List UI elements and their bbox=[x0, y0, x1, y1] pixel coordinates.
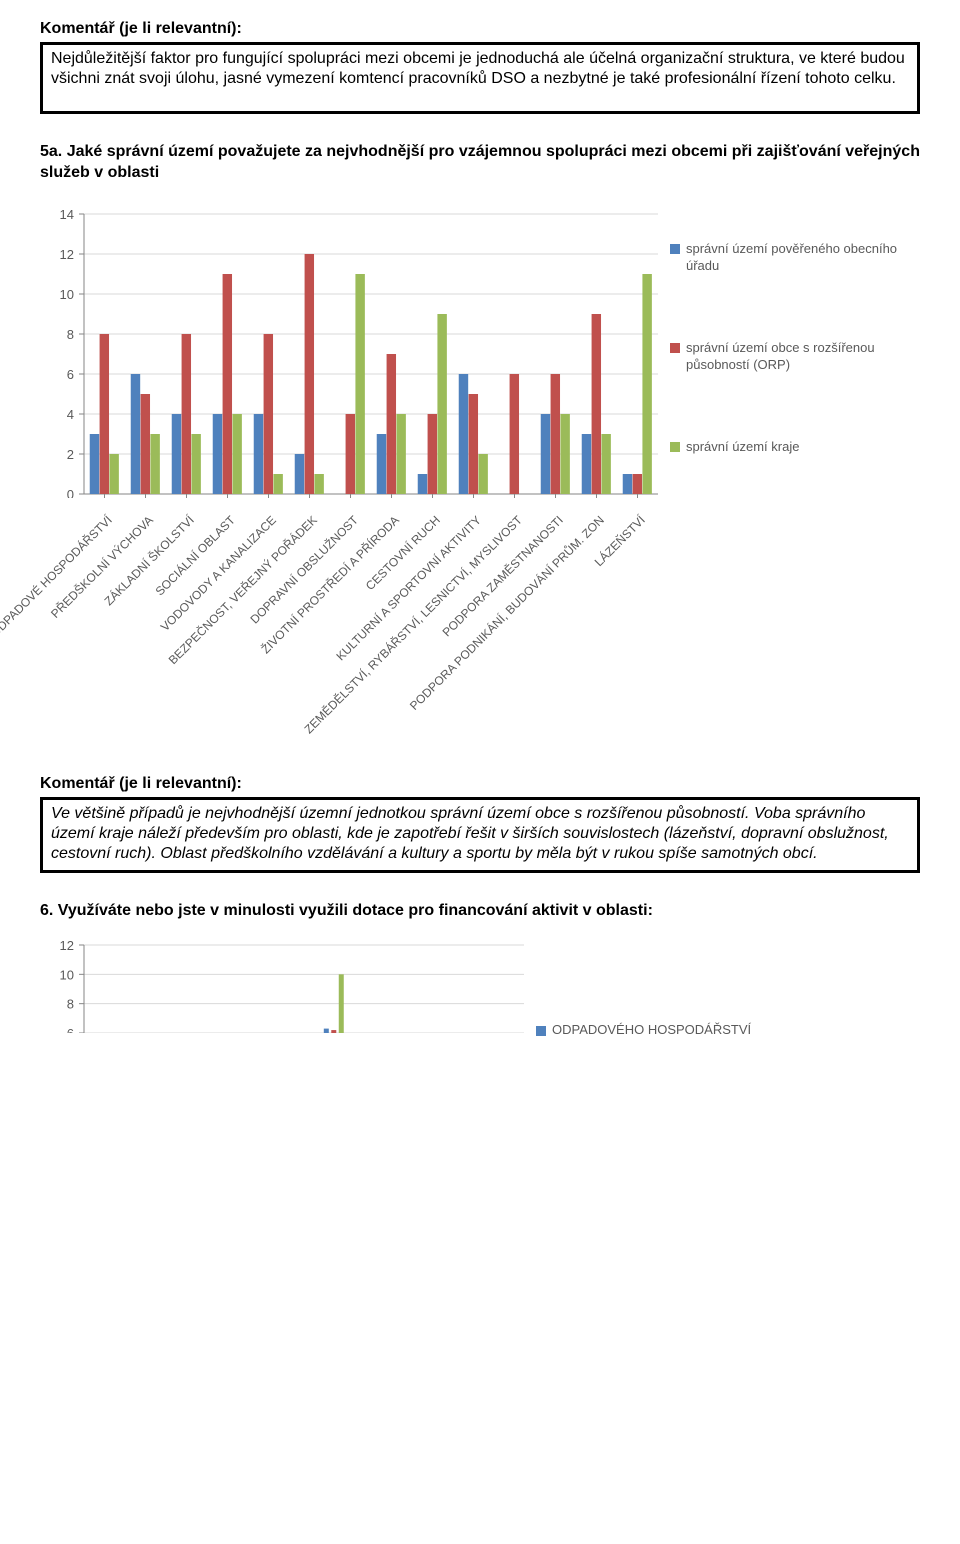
legend-item-odp: ODPADOVÉHO HOSPODÁŘSTVÍ bbox=[536, 1022, 920, 1039]
comment-heading-top: Komentář (je li relevantní): bbox=[40, 20, 920, 38]
svg-text:0: 0 bbox=[67, 487, 74, 498]
svg-text:10: 10 bbox=[60, 968, 74, 983]
comment-box-top: Nejdůležitější faktor pro fungující spol… bbox=[40, 42, 920, 114]
legend-item-2: správní území obce s rozšířenou působnos… bbox=[670, 339, 920, 374]
svg-text:4: 4 bbox=[67, 407, 74, 422]
chart-5a-legend: správní území pověřeného obecního úřadu … bbox=[670, 206, 920, 503]
chart-5a-svg: 0 2 4 6 8 10 12 14 bbox=[40, 206, 662, 498]
legend-label: ODPADOVÉHO HOSPODÁŘSTVÍ bbox=[552, 1022, 751, 1039]
svg-text:8: 8 bbox=[67, 327, 74, 342]
chart-6: 6 8 10 12 ODPADOVÉHO HOSPODÁŘSTVÍ bbox=[40, 939, 920, 1038]
svg-text:6: 6 bbox=[67, 367, 74, 382]
legend-label: správní území kraje bbox=[686, 438, 799, 456]
chart-5a-plot: 0 2 4 6 8 10 12 14 bbox=[40, 206, 662, 503]
legend-swatch-icon bbox=[670, 244, 680, 254]
question-5a-text: 5a. Jaké správní území považujete za nej… bbox=[40, 142, 920, 184]
x-axis-label: SOCIÁLNÍ OBLAST bbox=[152, 513, 237, 598]
legend-swatch-icon bbox=[670, 343, 680, 353]
x-axis-label: KULTURNÍ A SPORTOVNÍ AKTIVITY bbox=[333, 513, 483, 663]
question-6-text: 6. Využíváte nebo jste v minulosti využi… bbox=[40, 901, 920, 922]
legend-swatch-icon bbox=[536, 1026, 546, 1036]
legend-item-3: správní území kraje bbox=[670, 438, 920, 456]
x-axis-label: CESTOVNÍ RUCH bbox=[362, 513, 442, 593]
chart-5a: 0 2 4 6 8 10 12 14 správní území pověřeného obe… bbox=[40, 206, 920, 503]
svg-text:12: 12 bbox=[60, 939, 74, 953]
svg-text:8: 8 bbox=[67, 997, 74, 1012]
x-axis-label: BEZPEČNOST, VEŘEJNÝ POŘÁDEK bbox=[165, 513, 319, 667]
legend-item-1: správní území pověřeného obecního úřadu bbox=[670, 240, 920, 275]
svg-text:14: 14 bbox=[60, 207, 74, 222]
legend-label: správní území pověřeného obecního úřadu bbox=[686, 240, 920, 275]
svg-text:12: 12 bbox=[60, 247, 74, 262]
svg-text:10: 10 bbox=[60, 287, 74, 302]
svg-text:2: 2 bbox=[67, 447, 74, 462]
chart-5a-xlabels: ODPADOVÉ HOSPODÁŘSTVÍPŘEDŠKOLNÍ VÝCHOVAZ… bbox=[84, 509, 658, 769]
comment-box-5: Ve většině případů je nejvhodnější územn… bbox=[40, 797, 920, 873]
chart-6-svg: 6 8 10 12 bbox=[40, 939, 528, 1033]
comment-heading-5: Komentář (je li relevantní): bbox=[40, 775, 920, 793]
x-axis-label: PODPORA PODNIKÁNÍ, BUDOVÁNÍ PRŮM. ZON bbox=[406, 513, 606, 713]
chart-6-plot: 6 8 10 12 bbox=[40, 939, 528, 1038]
legend-swatch-icon bbox=[670, 442, 680, 452]
svg-text:6: 6 bbox=[67, 1026, 74, 1033]
legend-label: správní území obce s rozšířenou působnos… bbox=[686, 339, 920, 374]
chart-6-legend: ODPADOVÉHO HOSPODÁŘSTVÍ bbox=[536, 939, 920, 1038]
